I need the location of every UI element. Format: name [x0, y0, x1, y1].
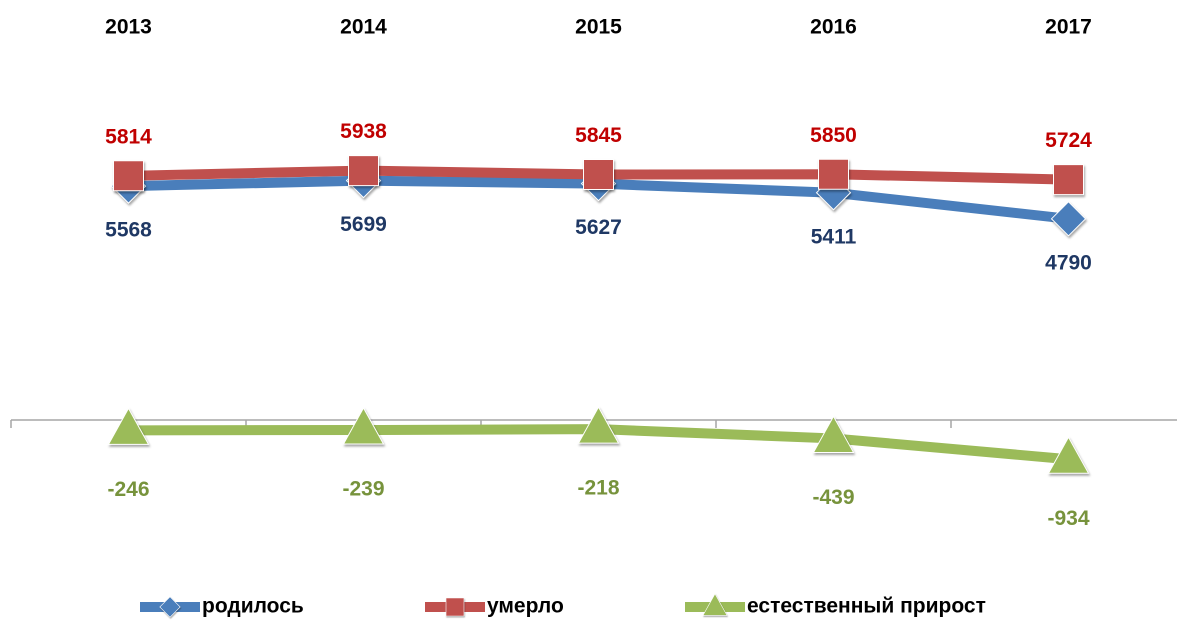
category-label: 2015 — [575, 16, 622, 39]
marker-square — [348, 155, 379, 187]
marker-square — [818, 158, 849, 190]
data-label: 5699 — [340, 213, 387, 236]
data-label: 5845 — [575, 124, 622, 147]
data-label: -439 — [812, 486, 854, 509]
data-label: -218 — [577, 477, 619, 500]
marker-triangle — [342, 407, 385, 445]
legend-label: умерло — [487, 595, 564, 618]
data-label: 5850 — [810, 124, 857, 147]
data-label: 5411 — [811, 225, 857, 248]
marker-triangle — [812, 415, 855, 453]
legend-label: родилось — [202, 595, 304, 618]
marker-square — [583, 159, 614, 191]
data-label: -934 — [1047, 507, 1089, 530]
data-label: 5938 — [340, 120, 387, 143]
data-label: 5724 — [1045, 129, 1092, 152]
data-label: -239 — [342, 478, 384, 501]
category-label: 2014 — [340, 16, 387, 39]
legend-marker — [159, 596, 181, 618]
marker-diamond — [1050, 201, 1087, 237]
data-label: -246 — [107, 478, 149, 501]
marker-square — [1053, 164, 1084, 196]
marker-triangle — [107, 407, 150, 445]
data-label: 4790 — [1045, 251, 1092, 274]
legend-marker — [702, 593, 728, 616]
legend-label: естественный прирост — [747, 595, 986, 618]
marker-triangle — [1047, 436, 1090, 474]
category-label: 2016 — [810, 16, 857, 39]
marker-square — [113, 160, 144, 192]
marker-triangle — [577, 406, 620, 444]
data-label: 5568 — [105, 219, 152, 242]
legend-marker — [445, 597, 465, 617]
category-label: 2017 — [1045, 16, 1092, 39]
category-label: 2013 — [105, 16, 152, 39]
data-label: 5627 — [575, 216, 622, 239]
data-label: 5814 — [105, 125, 152, 148]
